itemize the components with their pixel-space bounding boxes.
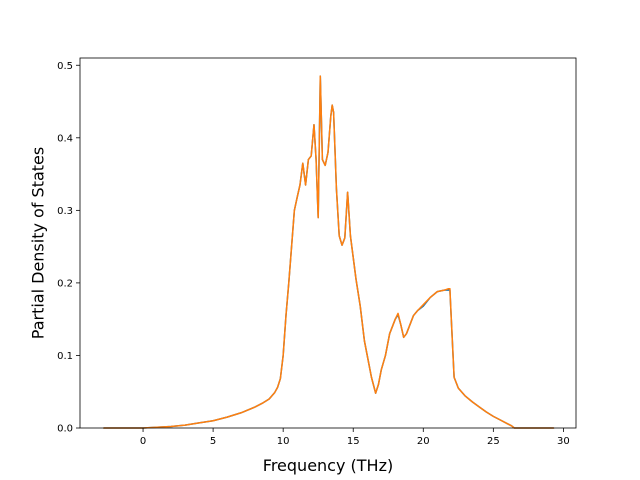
y-axis-ticks: 0.0 0.1 0.2 0.3 0.4 0.5: [57, 61, 80, 435]
x-tick-label: 25: [487, 436, 500, 447]
x-tick-label: 5: [210, 436, 216, 447]
x-tick-label: 20: [417, 436, 430, 447]
series-layer: [103, 75, 555, 429]
y-tick-label: 0.1: [57, 351, 73, 362]
y-tick-label: 0.3: [57, 206, 73, 217]
axes-frame: [79, 57, 577, 429]
x-tick-label: 10: [277, 436, 290, 447]
y-tick-label: 0.5: [57, 61, 73, 72]
y-tick-label: 0.4: [57, 133, 73, 144]
x-tick-label: 30: [557, 436, 570, 447]
x-tick-label: 15: [347, 436, 360, 447]
y-tick-label: 0.2: [57, 278, 73, 289]
x-axis-title: Frequency (THz): [263, 456, 393, 475]
x-tick-label: 0: [140, 436, 146, 447]
series-line-2: [103, 75, 555, 429]
y-tick-label: 0.0: [57, 424, 73, 435]
y-axis-title: Partial Density of States: [29, 147, 48, 339]
x-axis-ticks: 0 5 10 15 20 25 30: [140, 428, 570, 447]
